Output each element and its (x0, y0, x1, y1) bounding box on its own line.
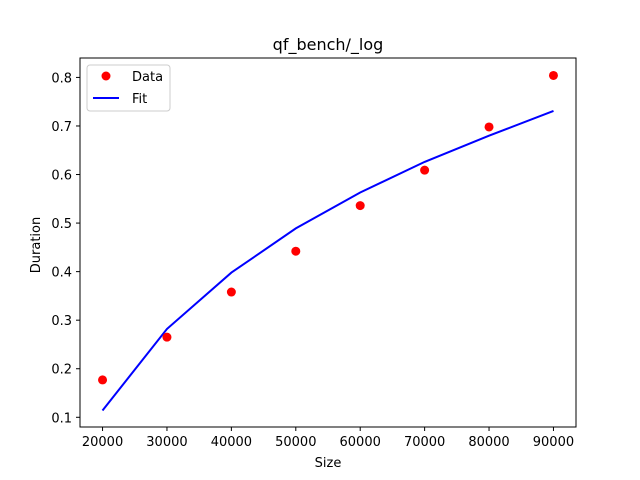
y-axis-label: Duration (29, 217, 44, 273)
axes-frame (79, 57, 577, 428)
data-point (98, 375, 108, 385)
x-axis-label: Size (315, 456, 342, 471)
data-point (484, 122, 494, 132)
x-tick-label: 30000 (146, 435, 187, 450)
x-tick-label: 90000 (533, 435, 574, 450)
x-tick-label: 20000 (82, 435, 123, 450)
legend-marker (101, 71, 111, 81)
data-point (162, 332, 172, 342)
x-tick-label: 80000 (468, 435, 509, 450)
y-tick-label: 0.7 (51, 120, 72, 135)
y-tick-label: 0.4 (51, 266, 72, 281)
data-point (226, 287, 236, 297)
data-point (291, 246, 301, 256)
x-tick-label: 60000 (340, 435, 381, 450)
chart-title: qf_bench/_log (273, 35, 384, 55)
data-point (420, 165, 430, 175)
plot-area (98, 70, 558, 412)
data-point (355, 201, 365, 211)
legend-label: Data (132, 70, 163, 85)
y-tick-label: 0.8 (51, 71, 72, 86)
x-tick-label: 40000 (211, 435, 252, 450)
x-tick-label: 70000 (404, 435, 445, 450)
y-tick-label: 0.6 (51, 169, 72, 184)
axes: 20000 30000 40000 50000 60000 70000 80000 90000… (51, 57, 577, 450)
y-tick-label: 0.3 (51, 314, 72, 329)
x-tick-label: 50000 (275, 435, 316, 450)
y-tick-label: 0.5 (51, 217, 72, 232)
y-tick-label: 0.2 (51, 363, 72, 378)
legend: Data Fit (86, 64, 171, 112)
fit-line (101, 109, 554, 412)
y-tick-label: 0.1 (51, 411, 72, 426)
legend-label: Fit (132, 92, 147, 107)
data-point (548, 70, 558, 80)
